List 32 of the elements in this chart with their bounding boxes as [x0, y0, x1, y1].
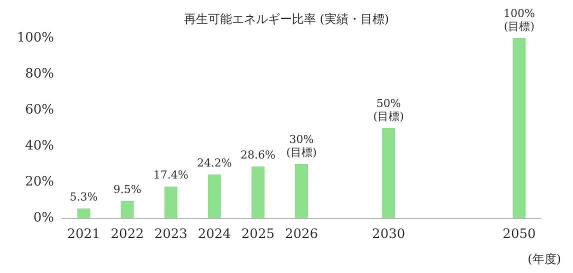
x-tick-label: 2026: [284, 227, 318, 242]
y-tick-label: 40%: [25, 138, 54, 154]
data-label: 9.5%: [113, 182, 142, 196]
data-label: 28.6%: [240, 148, 276, 162]
x-tick-label: 2021: [67, 227, 100, 242]
data-label: 100% (目標): [504, 7, 535, 33]
bar: [120, 200, 134, 218]
y-tick-label: 60%: [25, 102, 54, 118]
x-tick-label: 2050: [502, 227, 536, 242]
data-label: 5.3%: [70, 190, 98, 204]
data-label: 50% (目標): [373, 97, 404, 123]
bar: [164, 186, 178, 218]
y-tick-label: 80%: [25, 66, 54, 82]
y-tick-label: 20%: [25, 174, 54, 190]
bar: [382, 128, 396, 218]
data-label: 24.2%: [196, 156, 232, 170]
bar: [295, 164, 308, 218]
bar: [512, 38, 526, 218]
x-tick-label: 2022: [110, 227, 144, 242]
chart-title: 再生可能エネルギー比率 (実績・目標): [184, 12, 390, 26]
x-tick-label: 2025: [241, 227, 274, 242]
x-tick-label: 2024: [198, 227, 231, 242]
y-tick-label: 0%: [33, 210, 54, 226]
x-tick-label: 2023: [154, 227, 188, 242]
bar: [77, 208, 90, 218]
y-tick-label: 100%: [16, 30, 54, 46]
data-label: 17.4%: [153, 168, 188, 182]
x-tick-label: 2030: [372, 227, 406, 242]
bar: [208, 174, 221, 218]
x-axis-title: (年度): [528, 252, 562, 266]
data-label: 30% (目標): [286, 133, 317, 159]
bar: [251, 166, 264, 218]
